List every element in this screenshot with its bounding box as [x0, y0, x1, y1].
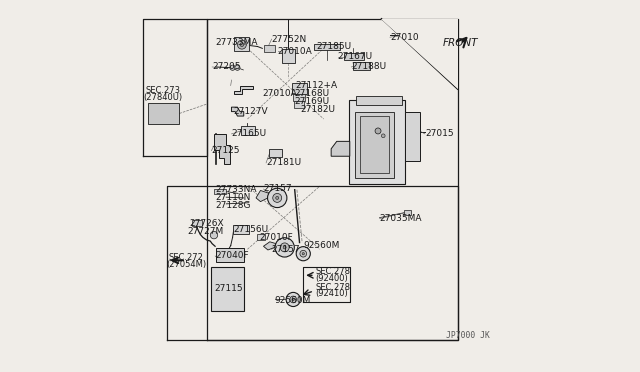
Bar: [282, 49, 294, 63]
Bar: [241, 126, 255, 135]
Circle shape: [286, 292, 300, 307]
Bar: [355, 112, 394, 178]
Bar: [257, 234, 265, 240]
Text: 92560M: 92560M: [303, 241, 340, 250]
Text: 27015: 27015: [425, 129, 454, 138]
Text: 27726X: 27726X: [189, 219, 224, 228]
Text: 27127V: 27127V: [234, 107, 268, 116]
Bar: [344, 53, 364, 60]
Text: (27840U): (27840U): [143, 93, 182, 102]
Text: SEC.278: SEC.278: [316, 283, 351, 292]
Circle shape: [283, 246, 286, 249]
Polygon shape: [232, 107, 244, 116]
Text: 27733NA: 27733NA: [215, 185, 257, 194]
Text: 27010F: 27010F: [260, 233, 294, 242]
Bar: [216, 248, 244, 262]
Text: 92560M: 92560M: [275, 296, 311, 305]
Circle shape: [302, 253, 305, 255]
Text: 27010: 27010: [390, 33, 419, 42]
Text: 27727M: 27727M: [187, 227, 223, 236]
Circle shape: [268, 188, 287, 208]
Text: 27168U: 27168U: [294, 89, 329, 98]
Text: FRONT: FRONT: [443, 38, 478, 48]
Circle shape: [273, 193, 282, 202]
Text: 27167U: 27167U: [338, 52, 373, 61]
Bar: [191, 220, 202, 226]
Circle shape: [230, 65, 235, 70]
Circle shape: [300, 250, 307, 257]
Text: 27125: 27125: [211, 146, 240, 155]
Text: 27110N: 27110N: [215, 193, 250, 202]
Text: 27205: 27205: [212, 62, 241, 71]
Circle shape: [235, 65, 240, 70]
Polygon shape: [256, 190, 271, 202]
Text: 27165U: 27165U: [232, 129, 267, 138]
Polygon shape: [234, 86, 253, 94]
Bar: [292, 83, 307, 94]
Text: 27182U: 27182U: [301, 105, 335, 114]
Bar: [294, 101, 305, 108]
Circle shape: [211, 231, 218, 239]
Text: (27054M): (27054M): [167, 260, 207, 269]
Bar: [314, 44, 340, 50]
Bar: [264, 45, 275, 52]
Text: 27185U: 27185U: [316, 42, 351, 51]
Polygon shape: [214, 134, 230, 164]
Bar: [405, 112, 420, 161]
Bar: [214, 189, 227, 194]
Polygon shape: [381, 19, 458, 89]
Text: SEC.272: SEC.272: [168, 253, 203, 262]
Text: 27115: 27115: [214, 284, 243, 293]
Bar: [353, 62, 370, 70]
Circle shape: [237, 40, 246, 49]
Text: 27035MA: 27035MA: [380, 214, 422, 223]
Bar: [232, 225, 248, 234]
Bar: [293, 94, 305, 101]
Text: 27040F: 27040F: [215, 251, 249, 260]
Text: 27157: 27157: [264, 185, 292, 193]
Circle shape: [290, 296, 296, 303]
Circle shape: [276, 196, 278, 199]
Text: JP7000 JK: JP7000 JK: [447, 331, 490, 340]
Bar: [234, 37, 248, 51]
Text: 27733MA: 27733MA: [215, 38, 257, 47]
Text: 27157: 27157: [271, 245, 300, 254]
Bar: [360, 116, 389, 173]
Polygon shape: [331, 141, 349, 156]
Bar: [356, 96, 402, 105]
Text: (92410): (92410): [316, 289, 348, 298]
Circle shape: [296, 247, 310, 261]
Text: 27010A: 27010A: [262, 89, 297, 97]
Circle shape: [240, 43, 244, 46]
Bar: [211, 267, 244, 311]
Text: 27188U: 27188U: [351, 62, 387, 71]
Text: 27128G: 27128G: [215, 201, 251, 210]
Text: 27010A: 27010A: [277, 47, 312, 56]
Bar: [404, 210, 411, 215]
Bar: [269, 149, 282, 157]
Bar: [349, 100, 405, 184]
Text: SEC.273: SEC.273: [145, 86, 180, 94]
Circle shape: [292, 298, 294, 301]
Circle shape: [280, 243, 289, 252]
Polygon shape: [264, 242, 276, 250]
Text: 27156U: 27156U: [234, 225, 269, 234]
Text: (92400): (92400): [316, 274, 348, 283]
Text: SEC.278: SEC.278: [316, 267, 351, 276]
Circle shape: [375, 128, 381, 134]
Text: 27112+A: 27112+A: [296, 81, 338, 90]
Text: 27752N: 27752N: [271, 35, 307, 44]
Bar: [148, 103, 179, 124]
Circle shape: [275, 238, 294, 257]
Circle shape: [381, 134, 385, 138]
Text: 27169U: 27169U: [294, 97, 329, 106]
Text: 27181U: 27181U: [266, 158, 301, 167]
